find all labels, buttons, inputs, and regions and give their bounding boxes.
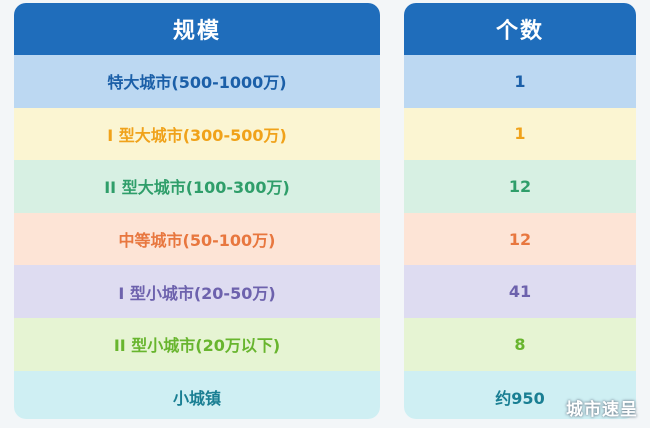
scale-header: 规模 — [14, 3, 380, 55]
table-row-count: 12 — [404, 212, 636, 266]
watermark-text: 城市速呈 — [566, 400, 638, 420]
count-column: 个数 1 1 12 12 41 8 约950 — [404, 3, 636, 419]
table-row-scale: 中等城市(50-100万) — [14, 212, 380, 266]
table-row-count: 约950 — [404, 370, 636, 419]
table-row-scale: II 型小城市(20万以下) — [14, 317, 380, 371]
scale-column: 规模 特大城市(500-1000万) I 型大城市(300-500万) II 型大城… — [14, 3, 380, 419]
table-row-count: 1 — [404, 107, 636, 161]
table-row-scale: 小城镇 — [14, 370, 380, 419]
table-row-scale: II 型大城市(100-300万) — [14, 160, 380, 213]
table-row-scale: 特大城市(500-1000万) — [14, 55, 380, 108]
table-row-scale: I 型小城市(20-50万) — [14, 265, 380, 318]
table-row-count: 1 — [404, 55, 636, 108]
table-row-scale: I 型大城市(300-500万) — [14, 107, 380, 161]
count-rows: 1 1 12 12 41 8 约950 — [404, 55, 636, 419]
table-row-count: 12 — [404, 160, 636, 213]
table-row-count: 8 — [404, 317, 636, 371]
table-row-count: 41 — [404, 265, 636, 318]
scale-rows: 特大城市(500-1000万) I 型大城市(300-500万) II 型大城市(1… — [14, 55, 380, 419]
count-header: 个数 — [404, 3, 636, 55]
